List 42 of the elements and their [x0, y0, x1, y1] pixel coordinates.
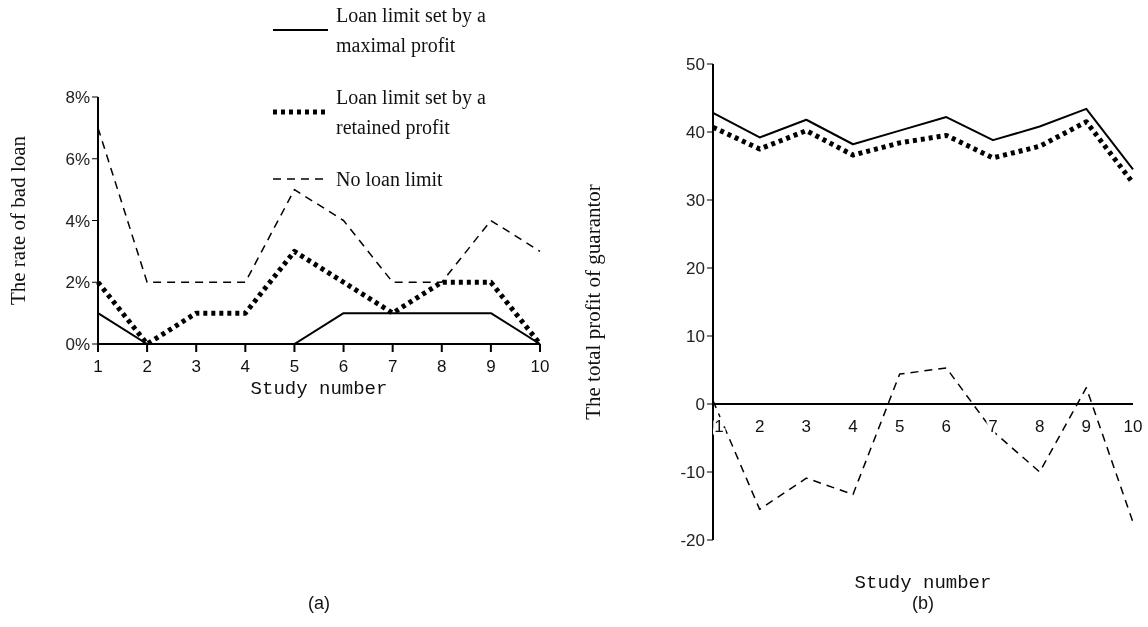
legend-label: Loan limit set by a maximal profit — [336, 3, 487, 59]
y-axis-title: The total profit of guarantor — [581, 184, 606, 420]
x-tick-label: 8 — [437, 357, 447, 376]
text: (b) — [911, 593, 935, 614]
x-tick-label: 3 — [191, 357, 201, 376]
x-tick-label: 10 — [1123, 417, 1143, 436]
x-tick-label: 7 — [387, 357, 398, 376]
x-tick-label: 2 — [142, 357, 152, 376]
x-tick-label: 9 — [1081, 417, 1092, 436]
y-axis-title: The rate of bad loan — [6, 135, 31, 306]
x-tick-label: 1 — [93, 357, 103, 376]
y-tick-label: 0 — [695, 395, 705, 415]
x-tick-label: 4 — [848, 417, 858, 436]
x-tick-label: 2 — [754, 417, 765, 436]
text: (a) — [307, 593, 331, 614]
legend-label: No loan limit — [336, 167, 444, 192]
x-tick-label: 5 — [894, 417, 905, 436]
x-tick-label: 3 — [801, 417, 812, 436]
y-tick-label: 2% — [65, 273, 90, 293]
y-tick-label: 50 — [686, 55, 705, 75]
y-tick-label: 10 — [686, 327, 705, 347]
y-tick-label: 40 — [686, 123, 705, 143]
y-tick-label: 6% — [65, 149, 90, 169]
x-tick-label: 4 — [240, 357, 251, 376]
x-tick-label: 10 — [530, 357, 550, 376]
y-tick-label: 8% — [65, 88, 90, 108]
y-tick-label: 30 — [686, 191, 705, 211]
x-axis-title: Study number — [854, 572, 992, 594]
x-tick-label: 8 — [1034, 417, 1045, 436]
y-tick-label: 20 — [686, 259, 705, 279]
y-tick-label: -20 — [680, 531, 705, 551]
x-tick-label: 6 — [941, 417, 952, 436]
x-tick-label: 6 — [338, 357, 349, 376]
y-tick-label: 0% — [65, 335, 90, 355]
x-axis-title: Study number — [250, 378, 388, 400]
x-tick-label: 5 — [289, 357, 300, 376]
x-tick-label: 7 — [988, 417, 998, 436]
y-tick-label: 4% — [65, 211, 90, 231]
legend-label: Loan limit set by a retained profit — [336, 85, 487, 141]
x-tick-label: 9 — [486, 357, 496, 376]
x-tick-label: 1 — [714, 417, 724, 436]
y-tick-label: -10 — [680, 463, 705, 483]
